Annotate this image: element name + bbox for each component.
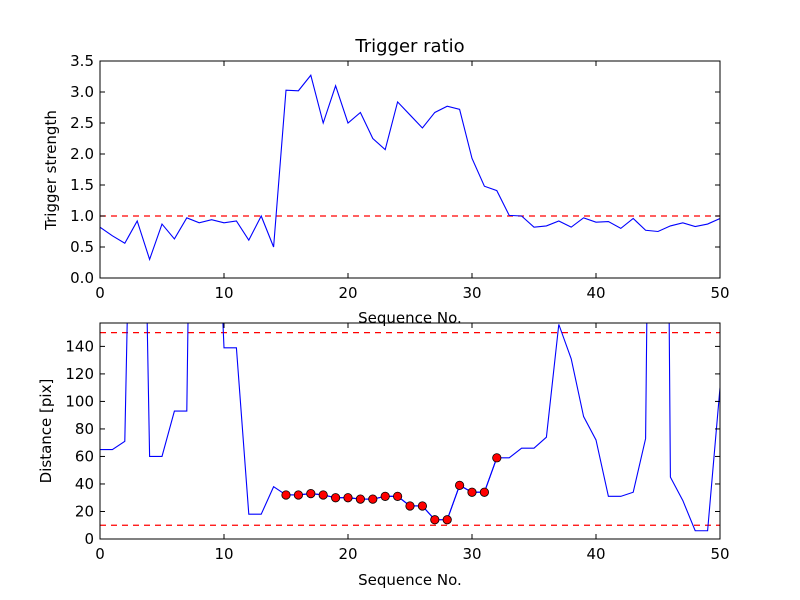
series-line-trigger-strength [100, 74, 720, 262]
x-tick-label: 0 [95, 284, 105, 302]
y-tick-label: 120 [65, 365, 94, 383]
plot-area [100, 74, 720, 262]
x-axis-label: Sequence No. [358, 571, 462, 589]
data-point-marker [430, 515, 440, 525]
y-axis-label: Trigger strength [42, 110, 60, 231]
x-tick-label: 20 [338, 545, 357, 563]
y-tick-label: 0 [84, 530, 94, 548]
plot-area [100, 323, 720, 532]
chart-title: Trigger ratio [354, 36, 464, 57]
y-tick-label: 40 [75, 475, 94, 493]
data-point-marker [467, 487, 477, 497]
data-point-marker [417, 501, 427, 511]
data-point-marker [368, 494, 378, 504]
y-tick-label: 1.0 [70, 207, 94, 225]
x-tick-label: 40 [586, 284, 605, 302]
x-tick-label: 50 [710, 545, 729, 563]
data-point-marker [343, 493, 353, 503]
x-axis-label: Sequence No. [358, 309, 462, 327]
y-tick-label: 2.5 [70, 114, 94, 132]
y-tick-label: 0.5 [70, 238, 94, 256]
data-point-marker [392, 491, 403, 501]
data-point-marker [330, 493, 341, 503]
data-point-marker [479, 487, 489, 497]
y-tick-label: 0.0 [70, 269, 94, 287]
plot-frame [99, 322, 721, 540]
x-tick-label: 50 [710, 284, 729, 302]
data-point-marker [281, 490, 291, 500]
data-point-marker [454, 480, 465, 490]
x-tick-label: 40 [586, 545, 605, 563]
y-tick-label: 3.5 [70, 52, 94, 70]
data-point-marker [442, 515, 452, 525]
data-point-marker [492, 453, 502, 463]
x-tick-label: 30 [462, 545, 481, 563]
trigger-ratio-chart: Trigger ratio Sequence No. Trigger stren… [42, 36, 730, 327]
y-tick-label: 20 [75, 502, 94, 520]
x-tick-label: 0 [95, 545, 105, 563]
data-point-marker [293, 490, 303, 500]
distance-chart: Sequence No. Distance [pix] 0 10 20 30 40 50 0… [37, 322, 730, 589]
data-point-marker [380, 491, 390, 501]
data-point-marker [405, 501, 415, 511]
x-tick-label: 20 [338, 284, 357, 302]
data-point-marker [306, 488, 316, 499]
x-tick-label: 30 [462, 284, 481, 302]
y-tick-label: 3.0 [70, 83, 94, 101]
x-tick-label: 10 [214, 545, 233, 563]
y-tick-label: 100 [65, 392, 94, 410]
x-tick-label: 10 [214, 284, 233, 302]
data-point-marker [355, 494, 365, 504]
y-tick-label: 60 [75, 447, 94, 465]
y-tick-label: 2.0 [70, 145, 94, 163]
y-tick-label: 1.5 [70, 176, 94, 194]
y-tick-label: 80 [75, 420, 94, 438]
y-axis-label: Distance [pix] [37, 379, 55, 484]
data-point-marker [318, 490, 328, 500]
plot-frame [99, 60, 721, 279]
y-tick-label: 140 [65, 337, 94, 355]
